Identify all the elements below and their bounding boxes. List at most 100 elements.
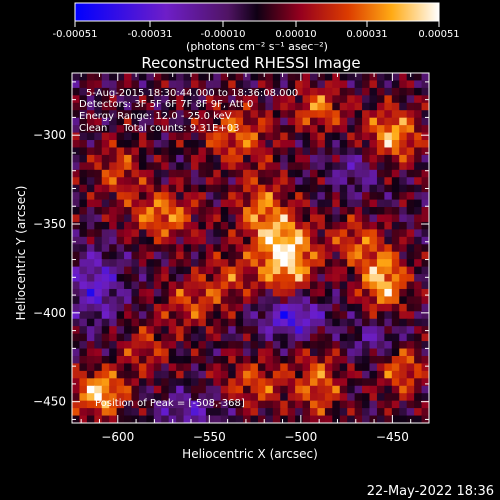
- heatmap-cell: [228, 125, 237, 134]
- heatmap-cell: [287, 415, 296, 423]
- heatmap-cell: [324, 207, 333, 216]
- heatmap-cell: [131, 117, 140, 126]
- heatmap-cell: [116, 117, 125, 126]
- heatmap-cell: [72, 169, 81, 178]
- heatmap-cell: [362, 408, 371, 417]
- heatmap-cell: [406, 236, 415, 245]
- heatmap-cell: [153, 311, 162, 320]
- heatmap-cell: [183, 147, 192, 156]
- heatmap-cell: [124, 125, 133, 134]
- heatmap-cell: [86, 288, 95, 298]
- heatmap-cell: [324, 281, 333, 290]
- heatmap-cell: [362, 348, 371, 357]
- heatmap-cell: [302, 177, 311, 186]
- heatmap-cell: [354, 385, 363, 394]
- heatmap-cell: [131, 341, 140, 350]
- heatmap-cell: [354, 281, 363, 290]
- heatmap-cell: [369, 192, 378, 201]
- heatmap-cell: [235, 296, 244, 305]
- heatmap-cell: [176, 348, 185, 357]
- heatmap-cell: [168, 229, 177, 238]
- heatmap-cell: [399, 207, 408, 216]
- heatmap-cell: [86, 296, 95, 305]
- heatmap-cell: [265, 117, 274, 126]
- heatmap-cell: [138, 154, 147, 163]
- heatmap-cell: [339, 370, 348, 379]
- heatmap-cell: [168, 140, 177, 149]
- heatmap-cell: [198, 229, 207, 238]
- heatmap-cell: [376, 140, 385, 149]
- heatmap-cell: [310, 400, 319, 409]
- heatmap-cell: [280, 355, 289, 365]
- heatmap-cell: [138, 192, 147, 201]
- heatmap-cell: [324, 125, 333, 134]
- heatmap-cell: [79, 400, 88, 409]
- heatmap-cell: [287, 355, 296, 365]
- heatmap-cell: [153, 207, 162, 216]
- heatmap-cell: [339, 326, 348, 335]
- heatmap-cell: [295, 177, 304, 186]
- heatmap-cell: [391, 192, 400, 201]
- heatmap-cell: [138, 117, 147, 126]
- heatmap-cell: [220, 303, 229, 312]
- heatmap-cell: [287, 102, 296, 111]
- heatmap-cell: [213, 214, 222, 223]
- heatmap-cell: [250, 132, 259, 141]
- heatmap-cell: [421, 408, 429, 417]
- heatmap-cell: [86, 154, 95, 163]
- heatmap-cell: [362, 311, 371, 320]
- heatmap-cell: [339, 102, 348, 111]
- heatmap-cell: [138, 348, 147, 357]
- heatmap: [72, 73, 429, 423]
- heatmap-cell: [86, 333, 95, 342]
- heatmap-cell: [94, 154, 103, 163]
- heatmap-cell: [86, 73, 95, 82]
- heatmap-cell: [205, 199, 214, 208]
- heatmap-cell: [235, 177, 244, 186]
- heatmap-cell: [205, 370, 214, 379]
- heatmap-cell: [339, 274, 348, 283]
- heatmap-cell: [257, 326, 266, 335]
- heatmap-cell: [324, 393, 333, 402]
- heatmap-cell: [86, 169, 95, 178]
- heatmap-cell: [362, 154, 371, 163]
- heatmap-cell: [354, 214, 363, 223]
- heatmap-cell: [176, 229, 185, 238]
- heatmap-cell: [168, 147, 177, 156]
- y-axis-label: Heliocentric Y (arcsec): [14, 186, 28, 321]
- heatmap-cell: [220, 125, 229, 134]
- heatmap-cell: [191, 140, 200, 149]
- heatmap-cell: [116, 147, 125, 156]
- heatmap-cell: [399, 259, 408, 268]
- heatmap-cell: [235, 214, 244, 223]
- heatmap-cell: [168, 408, 177, 417]
- heatmap-cell: [302, 363, 311, 372]
- heatmap-cell: [235, 259, 244, 268]
- heatmap-cell: [324, 132, 333, 141]
- heatmap-cell: [183, 266, 192, 275]
- heatmap-cell: [79, 132, 88, 141]
- heatmap-cell: [109, 229, 118, 238]
- heatmap-cell: [176, 370, 185, 379]
- heatmap-cell: [198, 244, 207, 253]
- heatmap-cell: [354, 110, 363, 119]
- heatmap-cell: [131, 259, 140, 268]
- heatmap-cell: [161, 296, 170, 305]
- heatmap-cell: [79, 385, 88, 394]
- heatmap-cell: [265, 229, 274, 238]
- heatmap-cell: [168, 162, 177, 171]
- heatmap-cell: [414, 341, 423, 350]
- heatmap-cell: [414, 221, 423, 230]
- heatmap-cell: [124, 251, 133, 260]
- heatmap-cell: [295, 110, 304, 119]
- heatmap-cell: [176, 154, 185, 163]
- heatmap-cell: [280, 162, 289, 171]
- heatmap-cell: [332, 266, 341, 275]
- heatmap-cell: [414, 184, 423, 193]
- heatmap-cell: [168, 177, 177, 186]
- heatmap-cell: [421, 281, 429, 290]
- heatmap-cell: [265, 274, 274, 283]
- heatmap-cell: [272, 370, 281, 379]
- heatmap-cell: [109, 199, 118, 208]
- heatmap-cell: [406, 199, 415, 208]
